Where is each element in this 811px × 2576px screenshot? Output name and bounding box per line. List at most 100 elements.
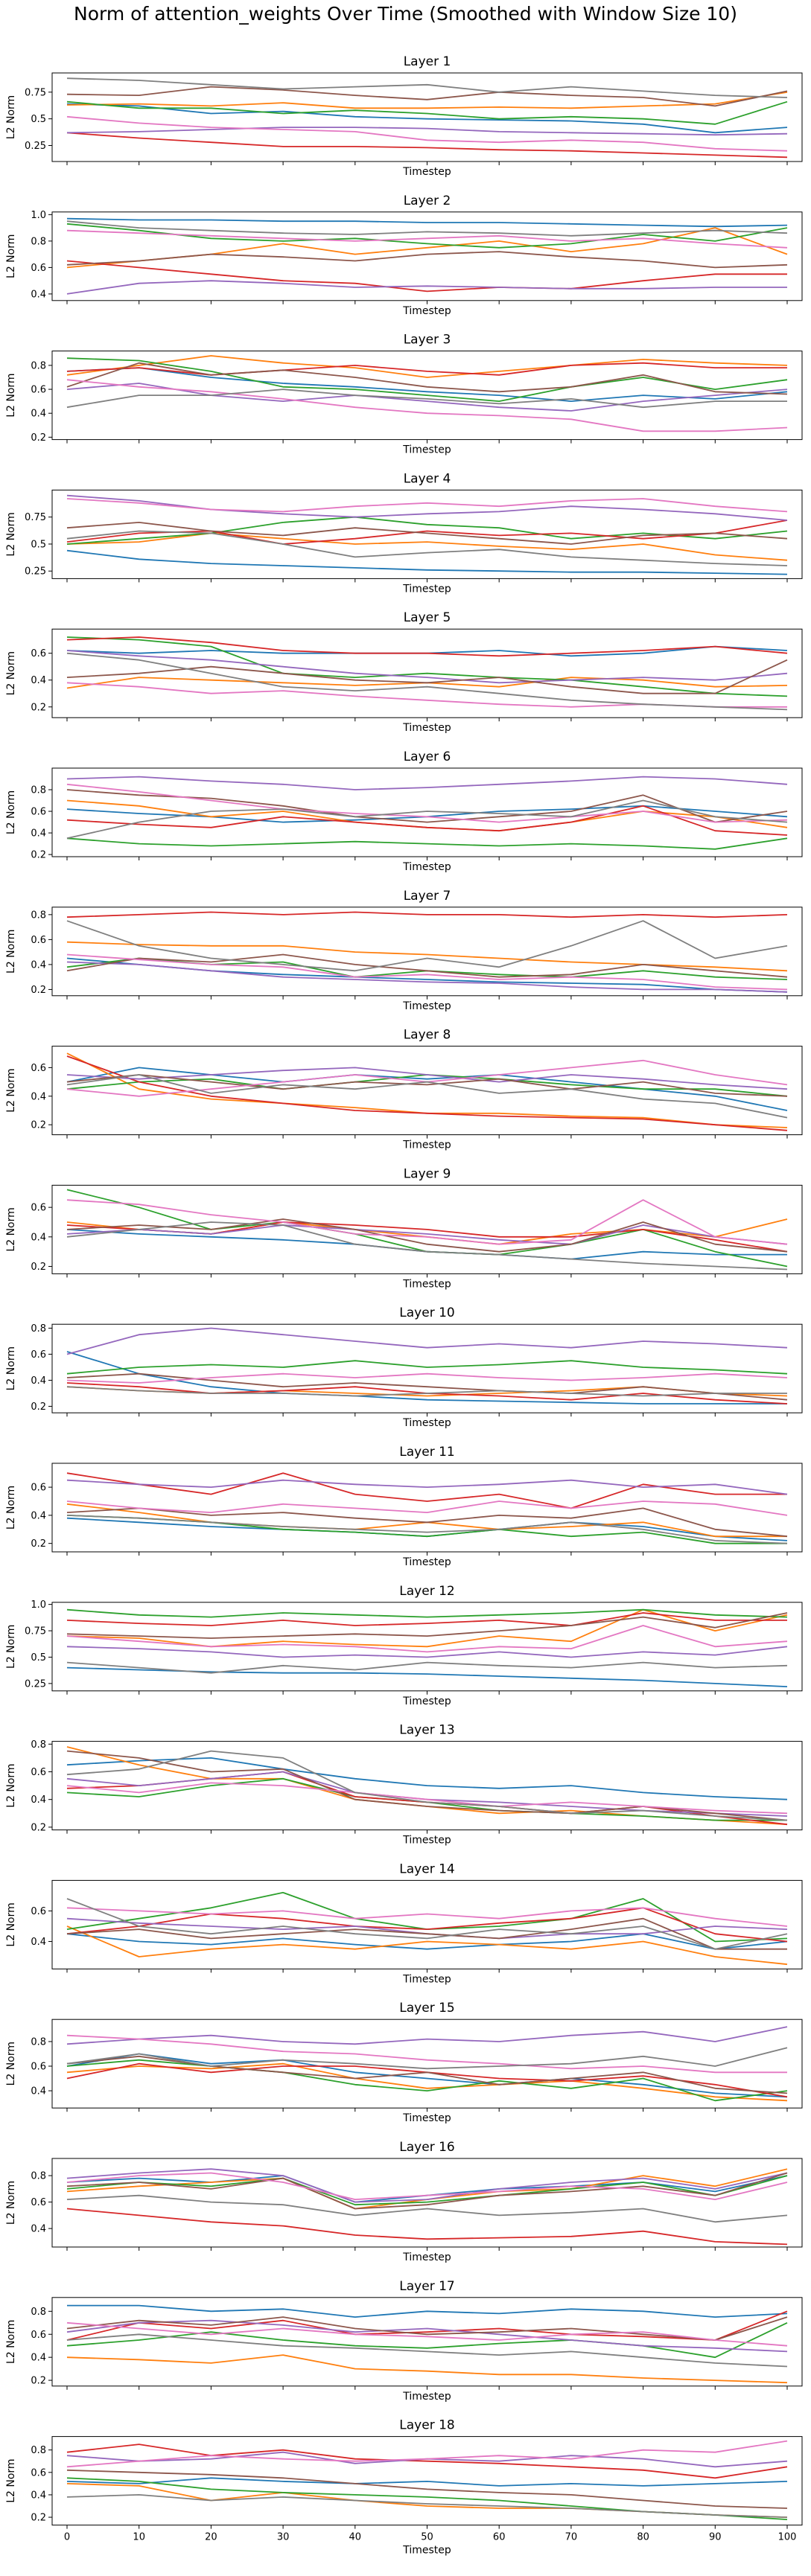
axes-frame (51, 907, 803, 997)
series-line-4 (66, 1771, 788, 1826)
layer-plot-4: Layer 4 0.25 0.5 0.75 Timestep L2 Norm (5, 471, 803, 595)
x-axis-label: Timestep (402, 1696, 451, 1707)
axes-frame (51, 1323, 803, 1413)
y-tick-label: 0.8 (31, 910, 46, 921)
series-line-1 (66, 2053, 788, 2098)
series-line-6 (66, 1507, 788, 1538)
y-tick-label: 0.2 (31, 1262, 46, 1273)
series-line-5 (66, 1067, 788, 1090)
y-tick-label: 0.6 (31, 2330, 46, 2341)
series-line-3 (66, 2059, 788, 2102)
series-line-1 (67, 2304, 788, 2318)
series-line-1 (66, 2477, 788, 2487)
y-axis-label: L2 Norm (5, 1346, 17, 1390)
y-axis-label: L2 Norm (5, 651, 17, 695)
y-tick-label: 0.4 (31, 289, 46, 300)
x-tick-label: 20 (205, 2532, 217, 2543)
x-tick-label: 50 (421, 2532, 433, 2543)
layer-plot-16: Layer 16 0.4 0.6 0.8 Timestep L2 Norm (5, 2140, 803, 2263)
series-line-8 (66, 1221, 788, 1271)
series-line-8 (66, 2333, 788, 2368)
x-axis-label: Timestep (402, 166, 451, 178)
series-line-8 (66, 652, 788, 711)
y-axis-label: L2 Norm (5, 930, 17, 974)
x-axis-label: Timestep (402, 722, 451, 734)
y-tick-label: 0.4 (31, 409, 46, 420)
series-line-6 (66, 2316, 788, 2341)
y-axis-label: L2 Norm (5, 790, 17, 834)
y-tick-label: 0.8 (31, 2445, 46, 2456)
x-axis-label: Timestep (402, 305, 451, 317)
series-line-3 (66, 357, 788, 402)
axes-frame (51, 2158, 803, 2248)
series-line-7 (66, 1907, 788, 1927)
y-axis-label: L2 Norm (5, 1902, 17, 1946)
y-tick-label: 0.6 (31, 2467, 46, 2478)
y-tick-label: 0.2 (31, 850, 46, 861)
y-tick-label: 0.75 (25, 87, 46, 98)
series-line-7 (66, 498, 788, 513)
y-tick-label: 0.8 (31, 1739, 46, 1751)
y-axis-label: L2 Norm (5, 1763, 17, 1807)
series-line-4 (66, 2310, 788, 2341)
series-line-5 (66, 2026, 788, 2045)
axes-frame (51, 72, 803, 162)
y-tick-label: 0.5 (31, 1652, 46, 1663)
series-line-3 (66, 223, 788, 249)
series-line-6 (66, 1917, 787, 1950)
y-tick-label: 0.6 (31, 1906, 46, 1917)
series-line-6 (66, 2055, 788, 2094)
series-line-7 (66, 1199, 788, 1245)
y-tick-label: 0.2 (31, 985, 46, 996)
series-line-6 (66, 1074, 788, 1097)
y-tick-label: 0.4 (31, 1091, 46, 1102)
series-line-5 (66, 2168, 788, 2203)
y-tick-label: 0.4 (31, 1375, 46, 1387)
x-tick-label: 70 (565, 2532, 578, 2543)
y-axis-label: L2 Norm (5, 95, 17, 139)
subplot-title: Layer 9 (404, 1166, 451, 1181)
y-axis-label: L2 Norm (5, 234, 17, 278)
series-line-7 (66, 1372, 788, 1384)
series-line-6 (66, 522, 788, 545)
y-tick-label: 0.8 (31, 785, 46, 796)
y-tick-label: 0.8 (31, 2171, 46, 2182)
layer-plot-17: Layer 17 0.2 0.4 0.6 0.8 Timestep L2 Norm (5, 2279, 803, 2403)
series-line-7 (66, 115, 788, 152)
series-line-5 (66, 280, 787, 295)
axes-frame (51, 2297, 803, 2387)
y-tick-label: 0.4 (31, 675, 46, 686)
subplot-title: Layer 5 (404, 610, 451, 625)
series-line-7 (66, 2172, 788, 2201)
series-line-4 (66, 520, 788, 545)
layer-plot-6: Layer 6 0.2 0.4 0.6 0.8 Timestep L2 Norm (5, 750, 803, 873)
series-line-3 (66, 1360, 788, 1375)
axes-frame (51, 1184, 803, 1274)
axes-frame (51, 1741, 803, 1831)
axes-frame (51, 2019, 803, 2109)
x-axis-label: Timestep (402, 1140, 451, 1151)
series-line-1 (66, 1067, 788, 1111)
x-axis-label: Timestep (402, 2545, 451, 2557)
x-axis-label: Timestep (402, 1556, 451, 1568)
series-line-1 (66, 367, 788, 402)
series-line-3 (66, 837, 788, 850)
y-axis-label: L2 Norm (5, 2320, 17, 2364)
series-line-8 (66, 799, 788, 840)
series-line-8 (66, 2194, 788, 2223)
series-line-5 (66, 961, 788, 993)
axes-frame (51, 211, 803, 301)
axes-frame (51, 2436, 803, 2526)
y-axis-label: L2 Norm (5, 2042, 17, 2086)
subplot-title: Layer 16 (399, 2140, 454, 2155)
x-axis-label: Timestep (402, 2391, 451, 2403)
subplot-title: Layer 11 (399, 1445, 454, 1460)
series-line-4 (66, 260, 787, 293)
y-tick-label: 0.4 (31, 2086, 46, 2097)
subplot-title: Layer 4 (404, 471, 451, 486)
series-line-2 (66, 941, 788, 972)
y-tick-label: 0.4 (31, 1937, 46, 1948)
series-line-6 (66, 2172, 788, 2210)
x-axis-label: Timestep (402, 1973, 451, 1985)
series-line-5 (66, 494, 788, 521)
